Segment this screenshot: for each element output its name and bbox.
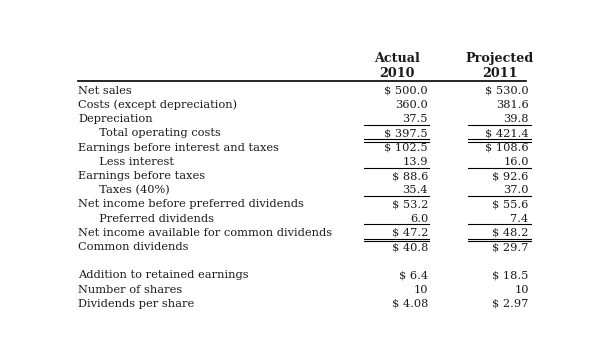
Text: Projected
2011: Projected 2011 — [466, 53, 533, 80]
Text: $ 18.5: $ 18.5 — [492, 270, 529, 280]
Text: 35.4: 35.4 — [402, 185, 428, 195]
Text: $ 530.0: $ 530.0 — [485, 86, 529, 96]
Text: 360.0: 360.0 — [395, 100, 428, 110]
Text: $ 53.2: $ 53.2 — [392, 199, 428, 209]
Text: $ 88.6: $ 88.6 — [392, 171, 428, 181]
Text: Depreciation: Depreciation — [78, 114, 153, 124]
Text: Net income before preferred dividends: Net income before preferred dividends — [78, 199, 304, 209]
Text: 6.0: 6.0 — [410, 214, 428, 224]
Text: 37.0: 37.0 — [503, 185, 529, 195]
Text: Dividends per share: Dividends per share — [78, 299, 195, 309]
Text: Preferred dividends: Preferred dividends — [92, 214, 214, 224]
Text: $ 29.7: $ 29.7 — [492, 242, 529, 252]
Text: $ 6.4: $ 6.4 — [399, 270, 428, 280]
Text: Earnings before interest and taxes: Earnings before interest and taxes — [78, 143, 279, 153]
Text: $ 55.6: $ 55.6 — [492, 199, 529, 209]
Text: Addition to retained earnings: Addition to retained earnings — [78, 270, 249, 280]
Text: $ 4.08: $ 4.08 — [392, 299, 428, 309]
Text: $ 397.5: $ 397.5 — [385, 128, 428, 139]
Text: Taxes (40%): Taxes (40%) — [92, 185, 170, 196]
Text: Net sales: Net sales — [78, 86, 132, 96]
Text: 7.4: 7.4 — [510, 214, 529, 224]
Text: $ 421.4: $ 421.4 — [485, 128, 529, 139]
Text: Costs (except depreciation): Costs (except depreciation) — [78, 100, 237, 110]
Text: $ 40.8: $ 40.8 — [392, 242, 428, 252]
Text: Earnings before taxes: Earnings before taxes — [78, 171, 205, 181]
Text: 13.9: 13.9 — [402, 157, 428, 167]
Text: 39.8: 39.8 — [503, 114, 529, 124]
Text: $ 108.6: $ 108.6 — [485, 143, 529, 153]
Text: 10: 10 — [414, 285, 428, 295]
Text: $ 2.97: $ 2.97 — [492, 299, 529, 309]
Text: 10: 10 — [514, 285, 529, 295]
Text: Actual
2010: Actual 2010 — [374, 53, 419, 80]
Text: 381.6: 381.6 — [496, 100, 529, 110]
Text: $ 48.2: $ 48.2 — [492, 228, 529, 238]
Text: Common dividends: Common dividends — [78, 242, 189, 252]
Text: Number of shares: Number of shares — [78, 285, 182, 295]
Text: Net income available for common dividends: Net income available for common dividend… — [78, 228, 332, 238]
Text: Total operating costs: Total operating costs — [92, 128, 221, 139]
Text: $ 92.6: $ 92.6 — [492, 171, 529, 181]
Text: Less interest: Less interest — [92, 157, 174, 167]
Text: $ 102.5: $ 102.5 — [385, 143, 428, 153]
Text: 37.5: 37.5 — [402, 114, 428, 124]
Text: 16.0: 16.0 — [503, 157, 529, 167]
Text: $ 500.0: $ 500.0 — [385, 86, 428, 96]
Text: $ 47.2: $ 47.2 — [392, 228, 428, 238]
